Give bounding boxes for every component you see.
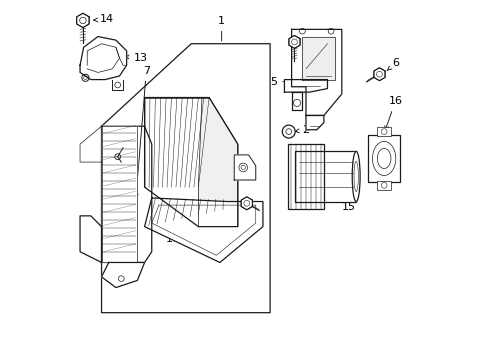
Polygon shape xyxy=(302,37,335,80)
Text: 14: 14 xyxy=(94,14,114,24)
Circle shape xyxy=(282,125,295,138)
Polygon shape xyxy=(101,126,152,262)
Bar xyxy=(288,144,324,209)
Text: 6: 6 xyxy=(387,58,399,71)
Polygon shape xyxy=(198,98,238,226)
Text: 16: 16 xyxy=(385,96,402,130)
Bar xyxy=(377,181,392,190)
Polygon shape xyxy=(101,126,137,262)
Polygon shape xyxy=(285,80,327,92)
Text: 5: 5 xyxy=(270,77,290,87)
Polygon shape xyxy=(145,98,238,226)
Polygon shape xyxy=(80,37,126,80)
Bar xyxy=(368,135,400,182)
Polygon shape xyxy=(289,36,300,48)
Polygon shape xyxy=(77,13,89,28)
Text: 12: 12 xyxy=(211,205,238,222)
Polygon shape xyxy=(292,30,342,116)
Text: 2: 2 xyxy=(295,125,310,135)
Text: 11: 11 xyxy=(208,177,233,201)
Polygon shape xyxy=(101,262,145,288)
Text: 13: 13 xyxy=(125,53,148,63)
Bar xyxy=(295,151,356,202)
Circle shape xyxy=(82,74,89,81)
Text: 3: 3 xyxy=(327,82,340,92)
Polygon shape xyxy=(80,216,101,262)
Text: 8: 8 xyxy=(101,162,115,172)
Ellipse shape xyxy=(352,151,360,202)
Text: 10: 10 xyxy=(166,198,184,244)
Text: 7: 7 xyxy=(134,66,150,198)
Text: 15: 15 xyxy=(335,183,356,212)
Polygon shape xyxy=(292,92,302,110)
Bar xyxy=(288,144,324,209)
Polygon shape xyxy=(112,80,123,90)
Polygon shape xyxy=(374,68,385,81)
Text: 4: 4 xyxy=(300,44,311,54)
Polygon shape xyxy=(241,197,252,210)
Bar xyxy=(377,127,392,136)
Polygon shape xyxy=(234,155,256,180)
Text: 9: 9 xyxy=(202,120,230,198)
Polygon shape xyxy=(306,116,324,130)
Text: 1: 1 xyxy=(218,16,225,41)
Polygon shape xyxy=(145,198,263,262)
